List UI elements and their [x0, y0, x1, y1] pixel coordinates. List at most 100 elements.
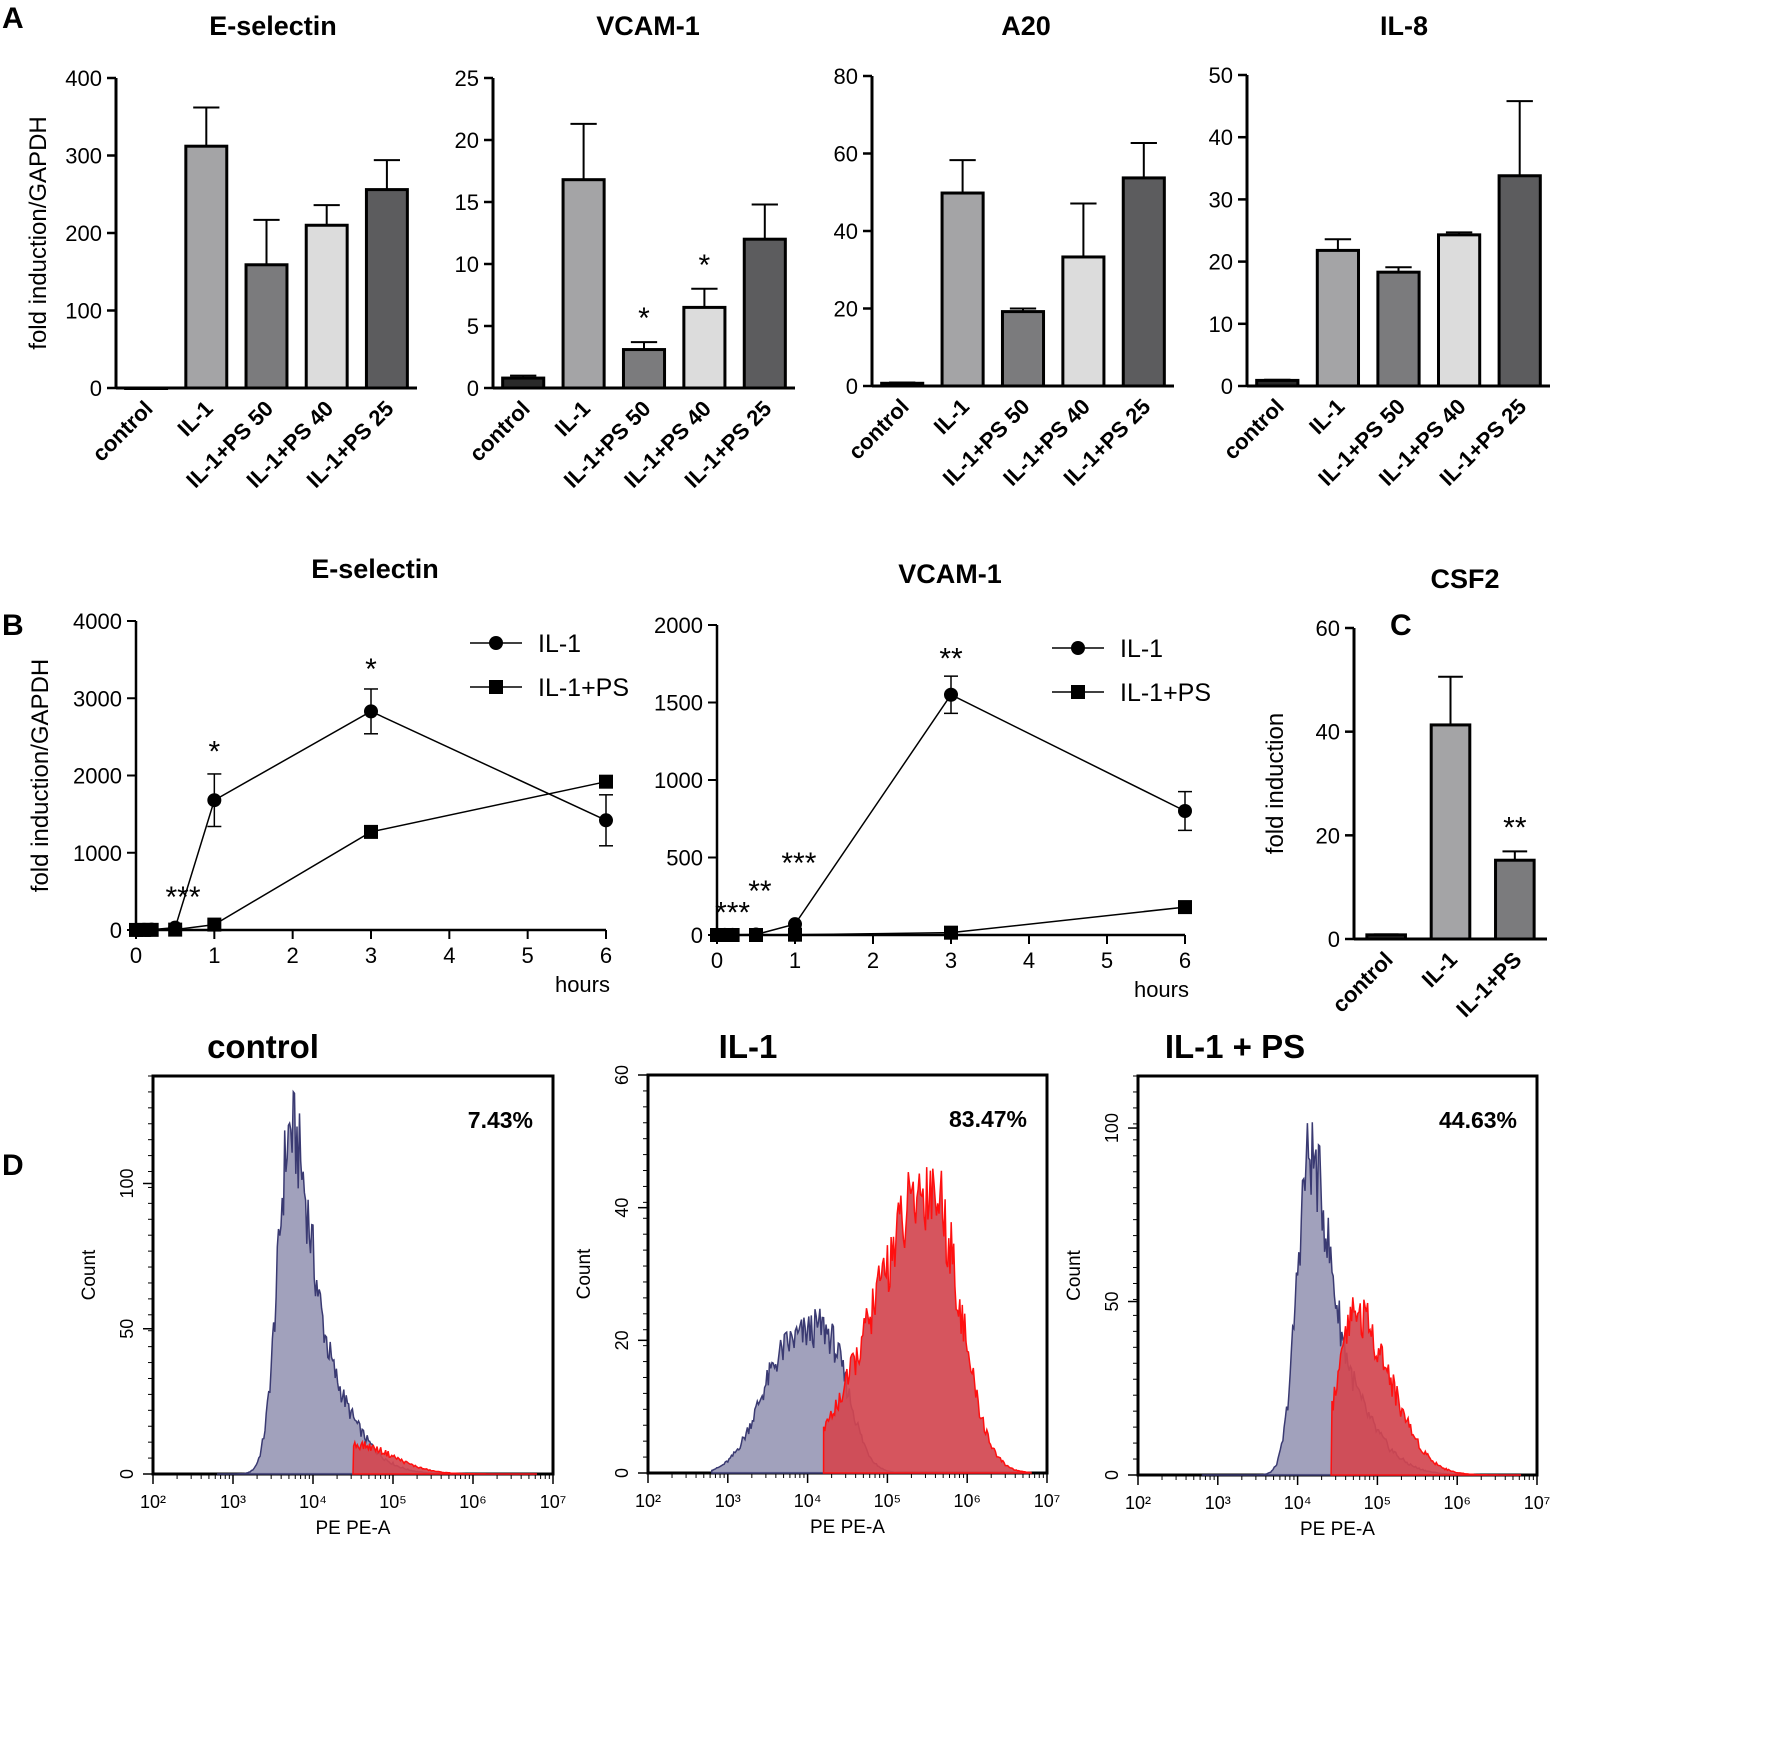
panel-label-d: D [2, 1149, 24, 1182]
legend-label: IL-1 [1120, 635, 1163, 663]
bar [621, 348, 667, 390]
x-tick-label: 10⁵ [1364, 1493, 1391, 1513]
data-point [725, 928, 740, 942]
y-tick-label: 20 [455, 128, 479, 153]
y-tick-label: 500 [666, 846, 703, 871]
positive-percentage: 83.47% [949, 1106, 1027, 1132]
x-axis-title: PE PE-A [810, 1517, 885, 1538]
significance-marker: * [208, 736, 220, 769]
chart-title: VCAM-1 [596, 11, 700, 41]
y-tick-label: 100 [117, 1168, 137, 1198]
y-tick-label: 80 [834, 64, 858, 89]
y-tick-label: 50 [1209, 63, 1233, 88]
chart-b-e-selectin: E-selectin 0 1000 2000 3000 4000 0 1 2 3 4 5 6 hours f… [27, 554, 629, 997]
significance-marker: * [699, 249, 711, 282]
chart-b-vcam-1: VCAM-1 0 500 1000 1500 2000 0 1 2 3 4 5 6 hours IL-1 IL… [654, 559, 1211, 1002]
histogram-title: IL-1 [719, 1028, 778, 1065]
y-tick-label: 50 [1102, 1292, 1122, 1312]
y-tick-label: 2000 [73, 764, 122, 789]
y-tick-label: 40 [834, 219, 858, 244]
y-tick-label: 40 [612, 1198, 632, 1218]
data-point [788, 927, 802, 942]
legend-label: IL-1+PS [538, 674, 629, 702]
flow-control: control 0 50 100 10² 10³ 10⁴ 10⁵ 10⁶ 10⁷ PE PE-A Co… [79, 1028, 566, 1539]
category-label: IL-1 [172, 396, 217, 441]
flow-il-1: IL-1 0 20 40 60 10² 10³ 10⁴ 10⁵ 10⁶ 10⁷ PE PE-A Coun… [574, 1028, 1060, 1538]
y-tick-label: 15 [455, 190, 479, 215]
x-tick-label: 6 [600, 943, 612, 968]
bar [742, 237, 787, 390]
bar [184, 144, 229, 390]
x-tick-label: 3 [365, 943, 377, 968]
legend-label: IL-1+PS [1120, 679, 1211, 707]
x-axis-title: PE PE-A [1300, 1519, 1375, 1540]
x-tick-label: 1 [789, 948, 801, 973]
bar [1121, 176, 1166, 388]
y-tick-label: 0 [1221, 374, 1233, 399]
x-tick-label: 10⁶ [1443, 1493, 1470, 1513]
bar [1000, 310, 1046, 388]
data-point [944, 925, 958, 940]
category-label: IL-1 [1417, 947, 1462, 992]
x-tick-label: 0 [130, 943, 142, 968]
chart-title: IL-8 [1380, 11, 1428, 41]
flow-il-1-ps: IL-1 + PS 0 50 100 10² 10³ 10⁴ 10⁵ 10⁶ 10⁷ PE PE-A… [1064, 1028, 1550, 1540]
y-tick-label: 60 [834, 142, 858, 167]
y-tick-label: 3000 [73, 686, 122, 711]
y-tick-label: 100 [65, 299, 102, 324]
series-line [136, 780, 607, 931]
y-tick-label: 25 [455, 66, 479, 91]
x-axis-title: hours [555, 972, 610, 997]
data-point [364, 704, 378, 719]
y-tick-label: 2000 [654, 613, 703, 638]
category-label: IL-1 [1304, 394, 1349, 439]
series-line [717, 693, 1186, 936]
bar [1365, 933, 1407, 941]
bar [1061, 255, 1106, 388]
x-tick-label: 10⁴ [1284, 1493, 1312, 1513]
y-tick-label: 0 [691, 923, 703, 948]
x-tick-label: 10³ [220, 1492, 246, 1512]
y-tick-label: 0 [90, 376, 102, 401]
x-tick-label: 1 [208, 943, 220, 968]
y-axis-title: fold induction [1262, 713, 1289, 854]
histogram-positive [822, 1167, 1032, 1474]
data-point [144, 922, 159, 937]
significance-marker: *** [165, 881, 200, 914]
significance-marker: ** [1503, 811, 1527, 844]
histogram-title: control [207, 1028, 319, 1065]
y-tick-label: 10 [1209, 312, 1233, 337]
panel-label-c: C [1390, 609, 1412, 642]
y-tick-label: 1000 [654, 768, 703, 793]
x-tick-label: 10⁶ [953, 1491, 980, 1511]
bar [1494, 858, 1536, 941]
legend-marker [489, 680, 503, 694]
y-axis-title: Count [79, 1249, 100, 1300]
x-tick-label: 2 [287, 943, 299, 968]
panel-label-b: B [2, 609, 24, 642]
y-axis-title: fold induction/GAPDH [25, 116, 52, 349]
x-tick-label: 10⁷ [1034, 1491, 1061, 1511]
y-axis-title: Count [574, 1248, 595, 1299]
x-tick-label: 10⁵ [874, 1491, 901, 1511]
y-tick-label: 40 [1316, 720, 1340, 745]
x-tick-label: 4 [1023, 948, 1035, 973]
significance-marker: ** [939, 642, 963, 675]
series-line [135, 710, 607, 931]
positive-percentage: 7.43% [468, 1107, 533, 1133]
positive-percentage: 44.63% [1439, 1107, 1517, 1133]
bar [1255, 378, 1300, 388]
legend-label: IL-1 [538, 630, 581, 658]
x-tick-label: 4 [443, 943, 455, 968]
legend-marker [1071, 685, 1085, 699]
category-label: control [464, 396, 534, 466]
bar [244, 263, 289, 390]
x-tick-label: 10² [140, 1492, 166, 1512]
x-tick-label: 10³ [1205, 1493, 1231, 1513]
x-tick-label: 6 [1179, 948, 1191, 973]
x-tick-label: 10² [635, 1491, 661, 1511]
data-point [168, 922, 183, 937]
data-point [599, 774, 613, 789]
